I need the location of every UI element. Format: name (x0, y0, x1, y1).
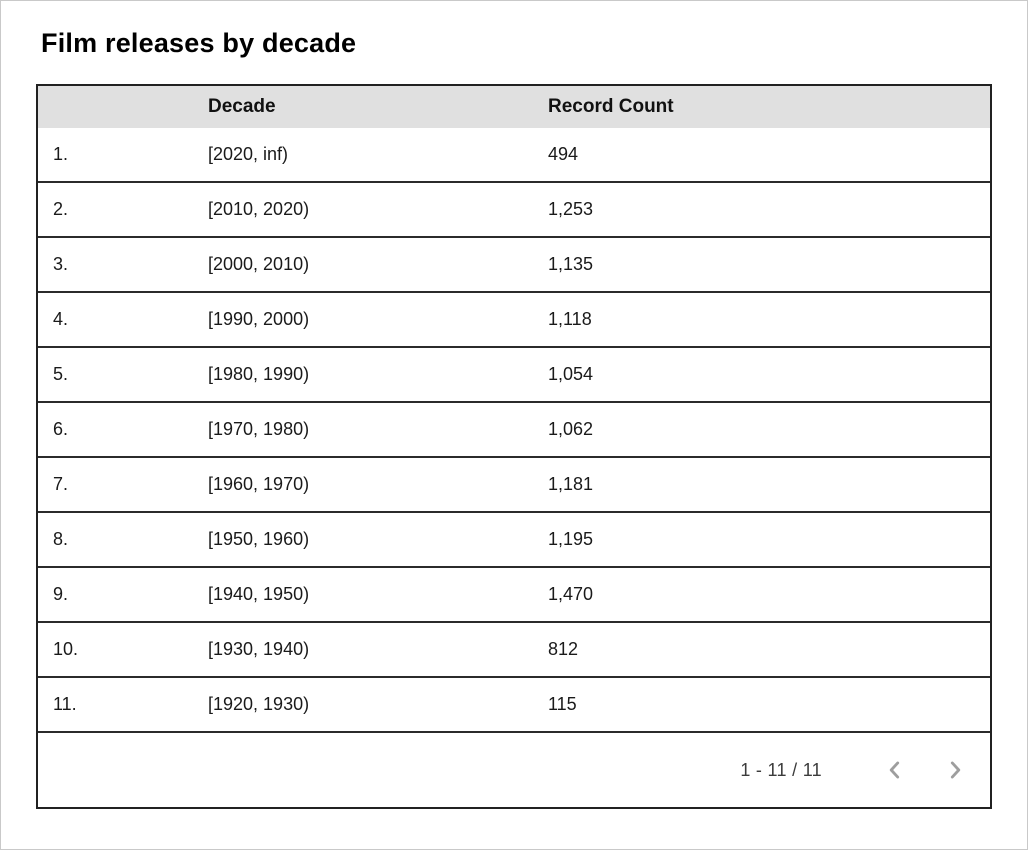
row-index-cell: 5. (53, 364, 69, 384)
table-header-row: Decade Record Count (38, 86, 990, 128)
row-index-cell: 11. (53, 694, 77, 714)
chevron-left-icon (882, 757, 908, 783)
table-row: 6. [1970, 1980) 1,062 (38, 403, 990, 458)
pagination-next-button[interactable] (942, 757, 968, 783)
decade-cell: [1970, 1980) (208, 419, 310, 439)
decade-cell: [1950, 1960) (208, 529, 310, 549)
table-row: 7. [1960, 1970) 1,181 (38, 458, 990, 513)
row-index-cell: 2. (53, 199, 69, 219)
decade-cell: [2000, 2010) (208, 254, 310, 274)
table-body: 1. [2020, inf) 494 2. [2010, 2020) 1,253 3. [20… (38, 128, 990, 733)
record-count-cell: 1,135 (548, 254, 594, 274)
record-count-cell: 1,054 (548, 364, 594, 384)
row-index-cell: 6. (53, 419, 69, 439)
row-index-cell: 9. (53, 584, 69, 604)
table-footer: 1 - 11 / 11 (38, 733, 990, 807)
table-row: 11. [1920, 1930) 115 (38, 678, 990, 733)
record-count-cell: 1,195 (548, 529, 594, 549)
record-count-cell: 1,253 (548, 199, 594, 219)
table-row: 4. [1990, 2000) 1,118 (38, 293, 990, 348)
row-index-cell: 10. (53, 639, 79, 659)
record-count-cell: 494 (548, 144, 579, 164)
row-index-cell: 1. (53, 144, 69, 164)
record-count-cell: 1,062 (548, 419, 594, 439)
decade-cell: [2020, inf) (208, 144, 289, 164)
pagination-range-label: 1 - 11 / 11 (740, 759, 822, 780)
table-row: 2. [2010, 2020) 1,253 (38, 183, 990, 238)
decade-cell: [1940, 1950) (208, 584, 310, 604)
page-title: Film releases by decade (41, 28, 357, 58)
record-count-cell: 812 (548, 639, 579, 659)
decade-cell: [1920, 1930) (208, 694, 310, 714)
decade-cell: [1960, 1970) (208, 474, 310, 494)
record-count-cell: 1,118 (548, 309, 592, 329)
decade-cell: [1990, 2000) (208, 309, 310, 329)
row-index-cell: 4. (53, 309, 69, 329)
row-index-cell: 8. (53, 529, 69, 549)
row-index-cell: 7. (53, 474, 69, 494)
table-row: 10. [1930, 1940) 812 (38, 623, 990, 678)
pagination-prev-button[interactable] (882, 757, 908, 783)
record-count-cell: 1,470 (548, 584, 594, 604)
table-row: 1. [2020, inf) 494 (38, 128, 990, 183)
table-row: 5. [1980, 1990) 1,054 (38, 348, 990, 403)
decade-cell: [1930, 1940) (208, 639, 310, 659)
decade-cell: [1980, 1990) (208, 364, 310, 384)
chevron-right-icon (942, 757, 968, 783)
column-header-decade[interactable]: Decade (208, 96, 276, 117)
table-row: 8. [1950, 1960) 1,195 (38, 513, 990, 568)
column-header-record-count[interactable]: Record Count (548, 96, 674, 117)
decade-cell: [2010, 2020) (208, 199, 310, 219)
table-row: 9. [1940, 1950) 1,470 (38, 568, 990, 623)
record-count-cell: 1,181 (548, 474, 594, 494)
row-index-cell: 3. (53, 254, 69, 274)
film-releases-table: Decade Record Count 1. [2020, inf) 494 2. [2… (36, 84, 992, 809)
record-count-cell: 115 (548, 694, 577, 714)
table-row: 3. [2000, 2010) 1,135 (38, 238, 990, 293)
